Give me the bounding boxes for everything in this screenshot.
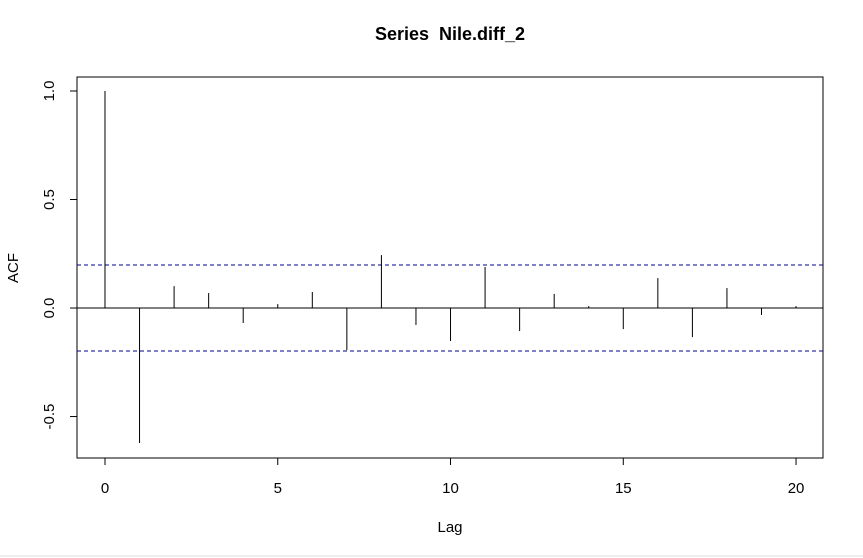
x-tick-label: 15 bbox=[615, 480, 632, 497]
x-tick-label: 0 bbox=[101, 480, 109, 497]
x-tick-label: 5 bbox=[274, 480, 282, 497]
x-tick-label: 10 bbox=[442, 480, 459, 497]
x-tick-label: 20 bbox=[788, 480, 805, 497]
plot-frame bbox=[76, 76, 824, 459]
y-tick-label: 0.5 bbox=[41, 189, 58, 210]
x-axis-label: Lag bbox=[437, 519, 462, 536]
chart-title: Series Nile.diff_2 bbox=[375, 24, 525, 44]
y-tick-label: 0.0 bbox=[41, 298, 58, 319]
y-tick-label: -0.5 bbox=[41, 404, 58, 430]
y-axis-label: ACF bbox=[5, 253, 22, 283]
y-tick-label: 1.0 bbox=[41, 81, 58, 102]
